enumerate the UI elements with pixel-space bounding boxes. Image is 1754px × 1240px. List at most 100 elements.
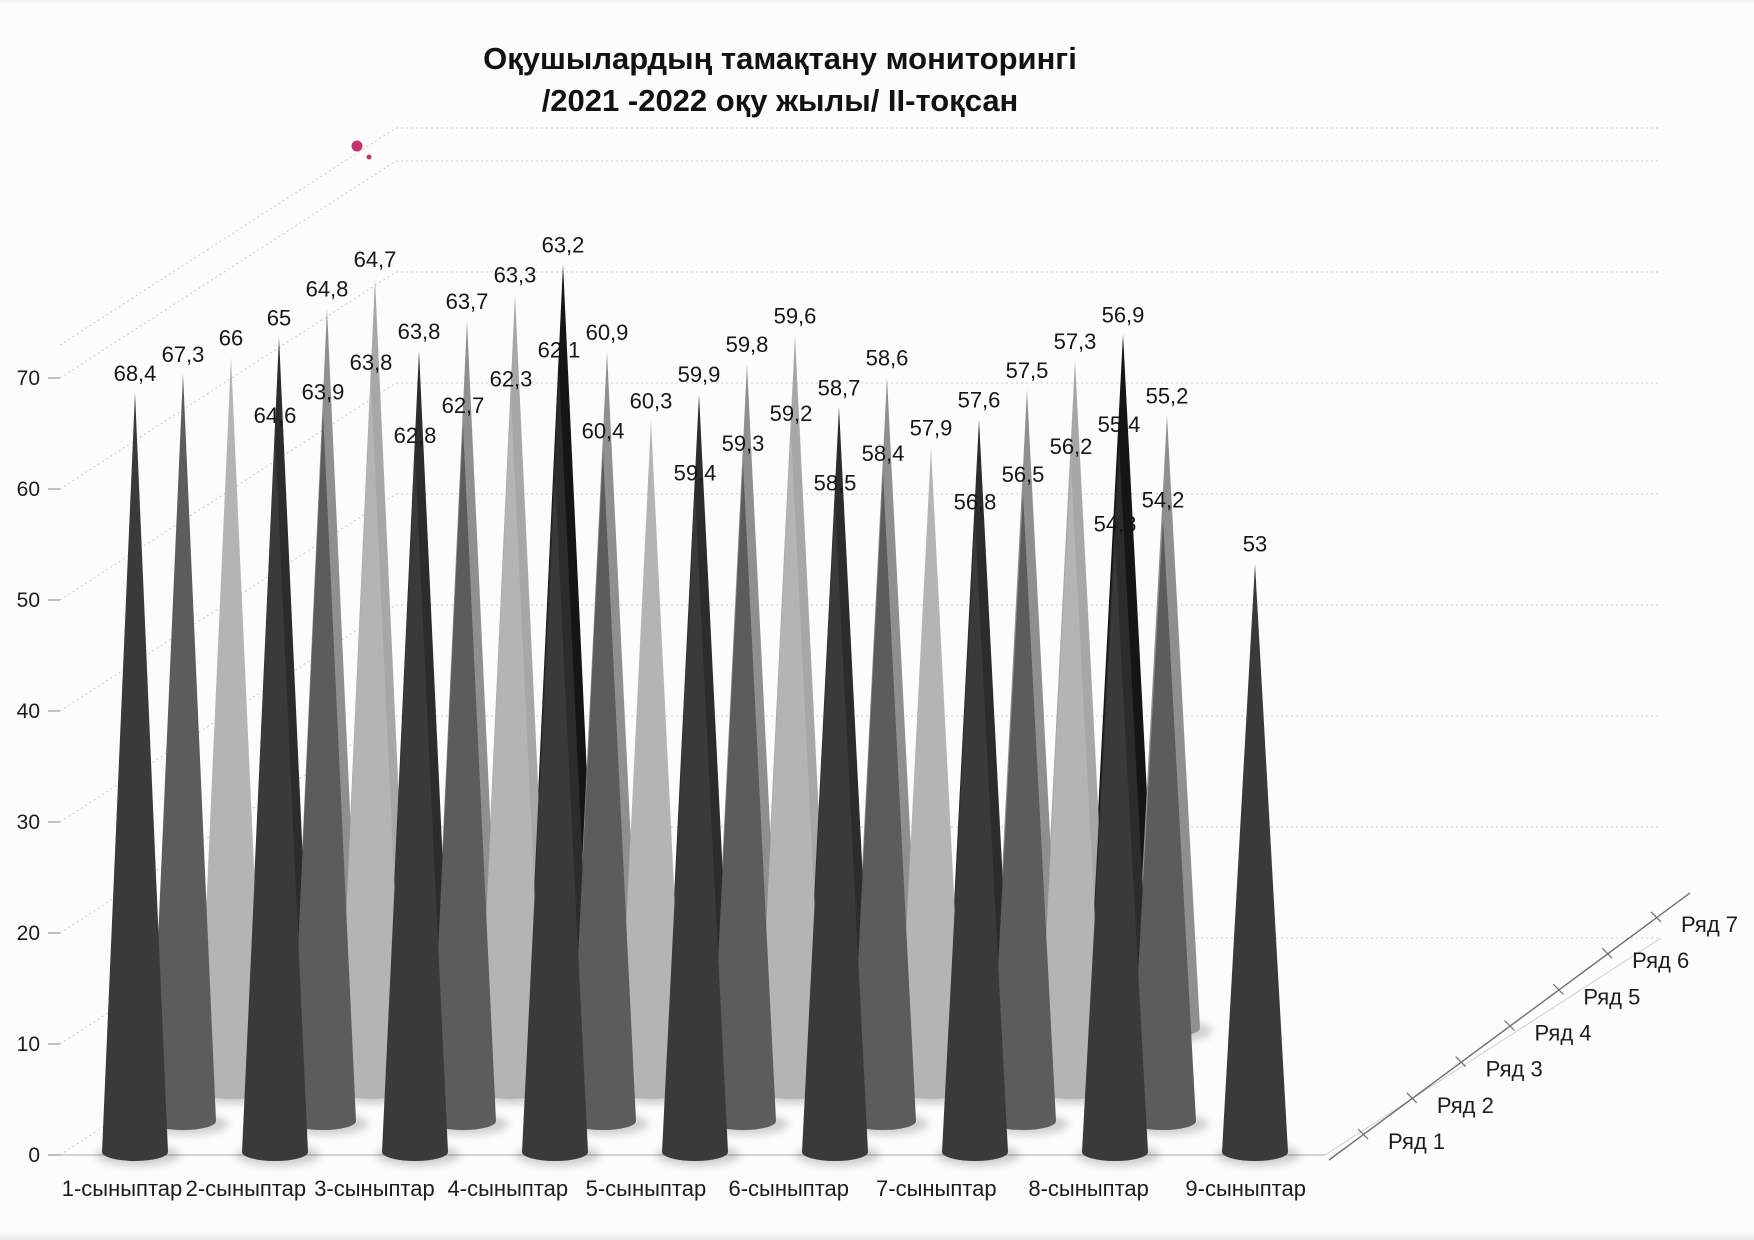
series-axis: Ряд 1 Ряд 2 Ряд 3 Ряд 4 Ряд 5 Ряд 6 Ряд 7 [1328, 892, 1738, 1161]
data-label: 58,6 [866, 346, 909, 371]
cone-Ряд 1-7-сыныптар [942, 521, 1008, 1161]
data-label: 60,9 [586, 320, 629, 345]
data-label: 59,4 [674, 461, 717, 486]
cone-Ряд 3-3-сыныптар [478, 398, 544, 1099]
category-label: 9-сыныптар [1185, 1176, 1306, 1201]
scan-edge-bottom [0, 1230, 1754, 1240]
cone-Ряд 2-8-сыныптар [1130, 519, 1196, 1130]
data-label: 57,6 [958, 388, 1001, 413]
cone-Ряд 3-7-сыныптар [1038, 466, 1104, 1099]
series-axis-label: Ряд 3 [1486, 1057, 1543, 1082]
category-label: 5-сыныптар [586, 1176, 707, 1201]
cone-Ряд 3-6-сыныптар [898, 447, 964, 1099]
cone-Ряд 2-2-сыныптар [290, 411, 356, 1131]
cone-Ряд 1-9-сыныптар [1222, 563, 1288, 1161]
ink-mark [366, 154, 372, 160]
cone-Ряд 3-1-сыныптар [198, 357, 264, 1099]
data-label: 57,3 [1054, 329, 1097, 354]
cone-Ряд 2-6-сыныптар [850, 472, 916, 1130]
value-tick-label: 0 [28, 1144, 40, 1167]
grid-line-wall [59, 382, 397, 601]
cone-series: 63,2 56,9 64,7 63,3 59,6 57,3 64,8 63,7 60,9 59,8… [96, 232, 1300, 1166]
data-label: 56,2 [1050, 434, 1093, 459]
value-tick-label: 70 [17, 367, 40, 390]
ink-marks [351, 140, 372, 160]
series-axis-tick [1406, 1092, 1418, 1104]
data-label: 54,2 [1142, 487, 1185, 512]
category-label: 1-сыныптар [62, 1176, 183, 1201]
cone-Ряд 2-7-сыныптар [990, 493, 1056, 1131]
category-axis: 1-сыныптар 2-сыныптар 3-сыныптар 4-сыныптар… [62, 1176, 1306, 1201]
grid-line-wall [59, 271, 397, 490]
category-label: 7-сыныптар [876, 1176, 997, 1201]
cone-Ряд 3-4-сыныптар [618, 420, 684, 1099]
data-label: 64,6 [254, 403, 297, 428]
category-label: 3-сыныптар [314, 1176, 435, 1201]
data-label: 56,5 [1002, 462, 1045, 487]
cone-layer-Ряд 2: 67,3 63,9 62,7 60,4 59,3 58,4 56,5 54,2 [144, 342, 1208, 1135]
category-label: 8-сыныптар [1028, 1176, 1149, 1201]
data-label: 59,9 [678, 362, 721, 387]
value-tick-label: 50 [17, 589, 40, 612]
data-label: 64,7 [354, 247, 397, 272]
data-label: 62,8 [394, 423, 437, 448]
grid-line-wall [59, 493, 397, 712]
category-label: 4-сыныптар [448, 1176, 569, 1201]
data-label: 59,8 [726, 332, 769, 357]
cone-Ряд 2-3-сыныптар [430, 425, 496, 1130]
data-label: 57,5 [1006, 358, 1049, 383]
series-axis-label: Ряд 6 [1632, 948, 1689, 973]
data-label: 60,3 [630, 389, 673, 414]
cone-Ряд 2-1-сыныптар [150, 373, 216, 1131]
series-axis-tick [1650, 911, 1662, 923]
cone-Ряд 1-8-сыныптар [1082, 543, 1148, 1161]
series-axis-tick [1601, 947, 1613, 959]
data-label: 59,6 [774, 303, 817, 328]
data-label: 59,2 [770, 401, 813, 426]
cone-Ряд 1-4-сыныптар [522, 480, 588, 1161]
series-axis-tick [1357, 1128, 1369, 1140]
cone-layer-Ряд 1: 68,4 64,6 62,8 59,4 58,5 56,8 54,8 53 [96, 361, 1300, 1166]
series-axis-label: Ряд 1 [1388, 1129, 1445, 1154]
value-tick-label: 40 [17, 700, 40, 723]
cone-Ряд 3-5-сыныптар [758, 432, 824, 1099]
value-tick-label: 10 [17, 1033, 40, 1056]
data-label: 63,8 [350, 350, 393, 375]
series-axis-label: Ряд 2 [1437, 1093, 1494, 1118]
data-label: 58,7 [818, 375, 861, 400]
data-label: 65 [267, 306, 291, 331]
data-label: 63,3 [494, 262, 537, 287]
data-label: 59,3 [722, 431, 765, 456]
grid-line-wall [59, 160, 397, 379]
data-label: 63,7 [446, 289, 489, 314]
series-axis-tick [1552, 983, 1564, 995]
series-axis-tick [1455, 1056, 1467, 1068]
grid-line-ceiling-wall [59, 127, 397, 346]
data-label: 63,8 [398, 319, 441, 344]
data-label: 67,3 [162, 342, 205, 367]
grid-line-wall [59, 604, 397, 823]
data-label: 54,8 [1094, 512, 1137, 537]
cone-Ряд 1-3-сыныптар [382, 454, 448, 1161]
cone-Ряд 1-6-сыныптар [802, 502, 868, 1161]
data-label: 63,9 [302, 380, 345, 405]
ink-mark [351, 140, 363, 152]
data-label: 58,4 [862, 441, 905, 466]
series-axis-label: Ряд 7 [1681, 912, 1738, 937]
data-label: 62,7 [442, 393, 485, 418]
data-label: 68,4 [114, 361, 157, 386]
value-tick-label: 60 [17, 478, 40, 501]
value-axis: 0 10 20 30 40 50 60 70 [17, 367, 60, 1167]
data-label: 56,9 [1102, 302, 1145, 327]
data-label: 62,3 [490, 366, 533, 391]
data-label: 60,4 [582, 419, 625, 444]
cone-Ряд 1-2-сыныптар [242, 434, 308, 1161]
data-label: 57,9 [910, 415, 953, 440]
floor-right-edge [1324, 937, 1662, 1156]
data-label: 58,5 [814, 471, 857, 496]
cone-Ряд 3-2-сыныптар [338, 381, 404, 1099]
category-label: 2-сыныптар [186, 1176, 307, 1201]
series-axis-label: Ряд 4 [1534, 1020, 1591, 1045]
